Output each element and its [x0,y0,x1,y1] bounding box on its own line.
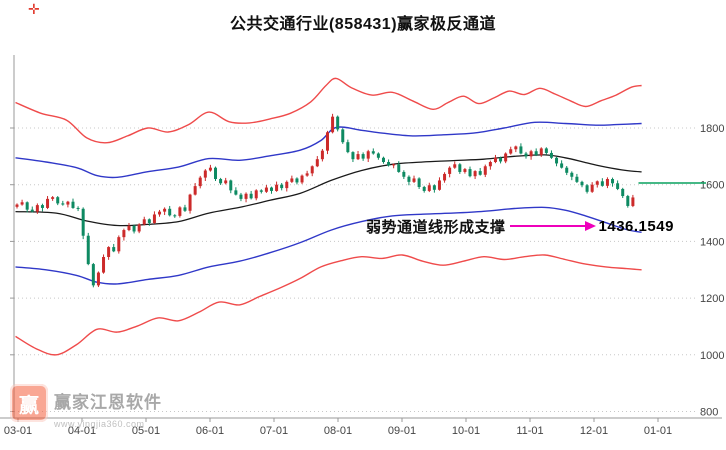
red_lower-line [15,254,642,356]
annotation-value: 1436.1549 [598,217,674,235]
svg-text:01-01: 01-01 [644,425,672,437]
svg-text:1400: 1400 [700,236,724,248]
svg-text:1600: 1600 [700,180,724,192]
corner-marker-icon: ✛ [28,1,40,17]
svg-text:04-01: 04-01 [68,425,96,437]
svg-text:800: 800 [700,407,718,419]
annotation-text: 弱势通道线形成支撑 [366,218,506,236]
svg-text:08-01: 08-01 [324,425,352,437]
svg-text:1800: 1800 [700,123,724,135]
candles-layer [15,113,635,288]
svg-text:07-01: 07-01 [260,425,288,437]
watermark-url: www.yingjia360.com [54,419,145,429]
axes [0,55,722,422]
svg-text:10-01: 10-01 [452,425,480,437]
svg-text:1000: 1000 [700,350,724,362]
svg-text:11-01: 11-01 [516,425,543,437]
svg-text:09-01: 09-01 [388,425,416,437]
watermark-logo-icon: 赢 [10,384,48,422]
blue_lower-line [15,206,642,285]
arrow-right-icon [509,221,596,231]
watermark: 赢 赢家江恩软件 www.yingjia360.com [10,384,162,429]
gridlines [10,127,696,412]
svg-text:06-01: 06-01 [196,425,224,437]
watermark-name: 赢家江恩软件 [54,393,162,412]
axis-labels: 1800 1600 1400 1200 1000 800 03-01 04-01 05-01 06… [4,123,725,437]
svg-text:1200: 1200 [700,293,724,305]
support-annotation: 弱势通道线形成支撑 1436.1549 [366,216,674,236]
red_upper-line [15,77,642,144]
svg-text:05-01: 05-01 [132,425,160,437]
chart-title: 公共交通行业(858431)赢家极反通道 [229,16,497,33]
svg-text:12-01: 12-01 [580,425,608,437]
svg-text:03-01: 03-01 [4,425,32,437]
watermark-logo-glyph: 赢 [19,394,39,417]
